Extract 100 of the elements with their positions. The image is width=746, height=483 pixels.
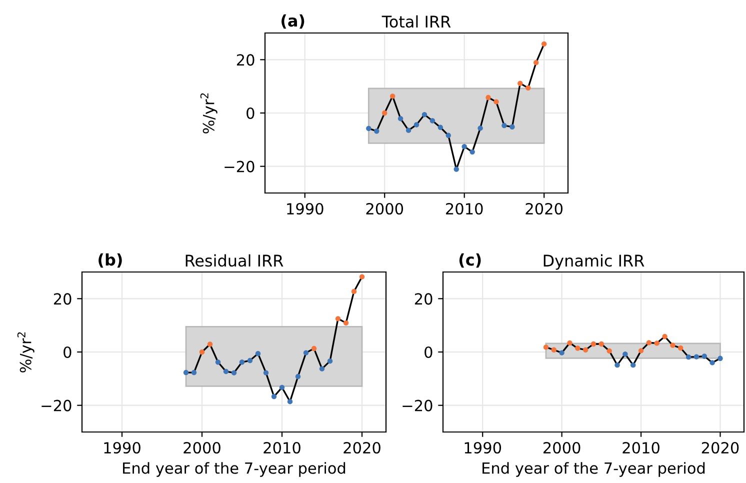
text: (a)	[282, 14, 304, 29]
point	[559, 350, 564, 356]
point	[630, 362, 636, 368]
y-tick-label: 20	[236, 54, 254, 66]
x-tick-label: 1990	[287, 202, 324, 215]
point	[215, 360, 221, 365]
point	[518, 80, 523, 86]
point	[534, 60, 539, 66]
point	[526, 85, 531, 91]
x-tick-label: 2020	[702, 442, 739, 454]
y-tick-label: 20	[54, 293, 72, 305]
y-tick-label: 20	[414, 293, 432, 305]
x-tick-label: 2010	[446, 202, 483, 215]
text: (b)	[98, 253, 122, 268]
y-tick-label: −20	[42, 400, 72, 412]
point	[327, 358, 333, 364]
point	[438, 124, 444, 130]
point	[247, 358, 253, 364]
point	[614, 362, 620, 368]
point	[319, 366, 325, 372]
x-tick-label: 2020	[344, 442, 380, 454]
point	[622, 352, 628, 357]
point	[510, 124, 515, 130]
point	[430, 118, 436, 124]
point	[207, 342, 213, 347]
x-tick-label: 2000	[366, 202, 404, 215]
x-axis-title: End year of the 7-year period	[482, 462, 705, 477]
point	[670, 342, 676, 348]
y-tick-label: 0	[64, 346, 72, 358]
point	[239, 360, 245, 365]
point	[311, 346, 317, 352]
x-tick-label: 2010	[622, 442, 660, 454]
point	[543, 344, 549, 350]
point	[287, 399, 293, 404]
point	[335, 316, 341, 322]
point	[478, 126, 483, 131]
point	[279, 384, 285, 390]
point	[638, 348, 644, 354]
point	[366, 126, 372, 132]
point	[255, 351, 261, 356]
x-tick-label: 1990	[104, 442, 140, 454]
y-tick-label: −20	[224, 160, 254, 172]
chart-title: Residual IRR	[186, 254, 284, 267]
point	[374, 128, 380, 134]
point	[231, 370, 237, 376]
y-tick-label: 0	[246, 107, 254, 120]
point	[454, 166, 459, 172]
point	[462, 144, 467, 150]
point	[686, 354, 692, 360]
point	[271, 394, 277, 400]
point	[183, 370, 189, 376]
point	[551, 347, 556, 352]
point	[303, 350, 309, 356]
point	[446, 132, 451, 138]
point	[662, 334, 668, 340]
chart-title: Dynamic IRR	[544, 254, 644, 270]
point	[470, 149, 475, 155]
point	[598, 341, 604, 347]
point	[359, 274, 365, 280]
y-axis-title: %/yr$^{2}$	[17, 332, 34, 372]
point	[582, 347, 588, 352]
point	[398, 116, 404, 122]
x-tick-label: 2010	[264, 442, 300, 454]
y-axis-title: %/yr$^{2}$	[200, 93, 218, 134]
point	[654, 340, 660, 346]
point	[575, 346, 580, 351]
point	[223, 368, 229, 374]
text: (c)	[459, 253, 481, 268]
point	[486, 94, 491, 100]
point	[678, 345, 684, 351]
point	[343, 320, 349, 326]
point	[263, 370, 269, 376]
x-axis-title: End year of the 7-year period	[123, 462, 346, 477]
point	[199, 349, 205, 355]
x-tick-label: 2000	[543, 442, 580, 454]
x-tick-label: 2000	[184, 442, 220, 454]
point	[694, 354, 700, 360]
point	[590, 341, 596, 347]
point	[502, 122, 507, 128]
point	[702, 354, 707, 359]
point	[422, 112, 428, 118]
point	[295, 374, 301, 380]
y-tick-label: −20	[402, 400, 432, 412]
point	[414, 122, 420, 128]
point	[718, 356, 723, 361]
point	[191, 370, 197, 376]
chart-title: Total IRR	[382, 15, 451, 28]
point	[351, 288, 357, 294]
y-tick-label: 0	[424, 346, 432, 358]
point	[710, 360, 715, 366]
point	[390, 94, 396, 99]
point	[567, 340, 572, 346]
point	[646, 340, 652, 346]
point	[494, 99, 499, 104]
point	[406, 128, 412, 133]
point	[606, 348, 612, 354]
x-tick-label: 1990	[464, 442, 502, 454]
point	[382, 110, 388, 116]
x-tick-label: 2020	[526, 202, 563, 215]
point	[541, 41, 547, 47]
